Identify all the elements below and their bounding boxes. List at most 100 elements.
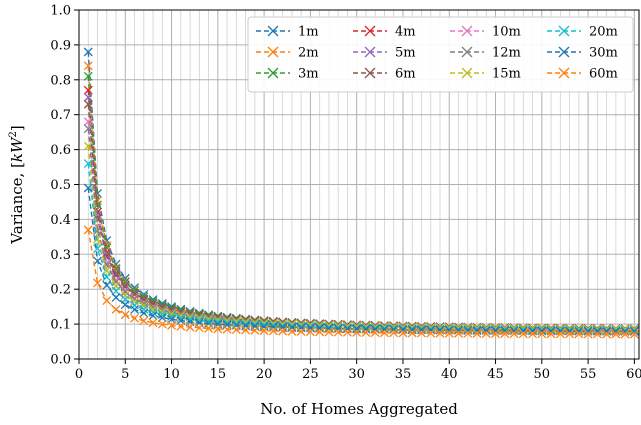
- data-point: [342, 324, 352, 334]
- data-point: [111, 277, 121, 287]
- marker-stroke: [518, 329, 528, 339]
- marker-stroke: [407, 328, 417, 338]
- marker-stroke: [287, 323, 297, 332]
- marker-stroke: [315, 327, 325, 337]
- data-point: [481, 329, 491, 339]
- data-point: [315, 327, 325, 337]
- data-point: [268, 326, 278, 336]
- data-point: [278, 322, 288, 332]
- marker-stroke: [93, 234, 102, 244]
- marker-stroke: [324, 324, 334, 333]
- data-point: [83, 124, 93, 134]
- marker-stroke: [565, 329, 575, 339]
- marker-stroke: [296, 327, 306, 337]
- marker-stroke: [342, 327, 352, 337]
- data-point: [555, 329, 565, 339]
- marker-stroke: [157, 313, 167, 323]
- legend-label: 3m: [298, 67, 319, 82]
- marker-stroke: [435, 328, 445, 338]
- data-point: [241, 317, 251, 327]
- legend-marker: [461, 46, 473, 58]
- data-point: [444, 328, 454, 338]
- marker-stroke: [139, 316, 149, 326]
- marker-stroke: [389, 328, 399, 338]
- data-point: [83, 183, 93, 193]
- data-point: [213, 324, 223, 334]
- data-point: [83, 71, 93, 81]
- data-point: [565, 329, 575, 339]
- data-point: [361, 328, 371, 338]
- data-point: [83, 92, 93, 102]
- legend-entry-60m: 60m: [547, 67, 618, 82]
- marker-stroke: [333, 324, 343, 334]
- marker-stroke: [111, 304, 121, 314]
- marker-stroke: [83, 159, 93, 169]
- series-line: [87, 146, 635, 331]
- marker-stroke: [111, 277, 121, 287]
- legend-marker: [364, 25, 376, 37]
- data-point: [250, 321, 260, 331]
- data-point: [472, 329, 482, 338]
- series-line: [87, 128, 635, 331]
- marker-stroke: [583, 326, 593, 336]
- data-point: [83, 61, 93, 71]
- data-point: [102, 296, 112, 306]
- marker-stroke: [185, 322, 195, 332]
- marker-stroke: [204, 316, 214, 326]
- marker-stroke: [250, 325, 260, 335]
- x-tick-label: 10: [163, 367, 180, 382]
- series-line: [87, 97, 635, 330]
- data-point: [426, 324, 436, 334]
- marker-stroke: [130, 294, 139, 304]
- marker-stroke: [574, 329, 584, 339]
- grid: [78, 9, 639, 360]
- data-point: [333, 324, 343, 334]
- marker-stroke: [93, 226, 102, 236]
- marker-stroke: [120, 300, 130, 310]
- data-point: [120, 310, 130, 320]
- data-point: [407, 324, 417, 334]
- marker-stroke: [241, 321, 251, 331]
- marker-stroke: [398, 328, 408, 338]
- marker-stroke: [444, 324, 454, 334]
- legend-entry-10m: 10m: [450, 25, 521, 40]
- marker-stroke: [537, 329, 547, 339]
- data-point: [185, 322, 195, 332]
- marker-stroke: [379, 328, 389, 338]
- data-point: [130, 305, 139, 315]
- y-tick-label: 0.6: [50, 143, 71, 158]
- marker-stroke: [407, 324, 417, 334]
- data-point: [472, 326, 482, 335]
- x-tick-label: 15: [210, 367, 227, 382]
- data-point: [120, 290, 130, 300]
- marker-stroke: [558, 46, 570, 58]
- marker-stroke: [454, 325, 463, 335]
- legend-entry-12m: 12m: [450, 46, 521, 61]
- marker-stroke: [620, 329, 630, 339]
- y-axis-label-unit: kW: [8, 136, 26, 162]
- series-line: [87, 187, 635, 333]
- data-point: [592, 329, 602, 339]
- marker-stroke: [102, 280, 112, 290]
- data-point: [93, 244, 102, 254]
- legend-label: 2m: [298, 46, 319, 61]
- data-point: [435, 324, 445, 334]
- marker-stroke: [555, 329, 565, 339]
- x-tick-label: 0: [75, 367, 83, 382]
- data-point: [111, 292, 121, 302]
- marker-stroke: [204, 314, 214, 324]
- data-point: [139, 316, 149, 326]
- marker-stroke: [204, 323, 214, 333]
- legend-entry-20m: 20m: [547, 25, 618, 40]
- x-tick-label: 60: [626, 367, 641, 382]
- data-point: [120, 300, 130, 310]
- data-point: [528, 329, 538, 339]
- marker-stroke: [250, 318, 260, 328]
- x-tick-label: 40: [441, 367, 458, 382]
- marker-stroke: [454, 328, 463, 338]
- marker-stroke: [417, 324, 426, 334]
- marker-stroke: [176, 313, 186, 323]
- legend-label: 30m: [589, 46, 618, 61]
- series-5m: [83, 92, 639, 334]
- y-tick-label: 1.0: [50, 4, 71, 19]
